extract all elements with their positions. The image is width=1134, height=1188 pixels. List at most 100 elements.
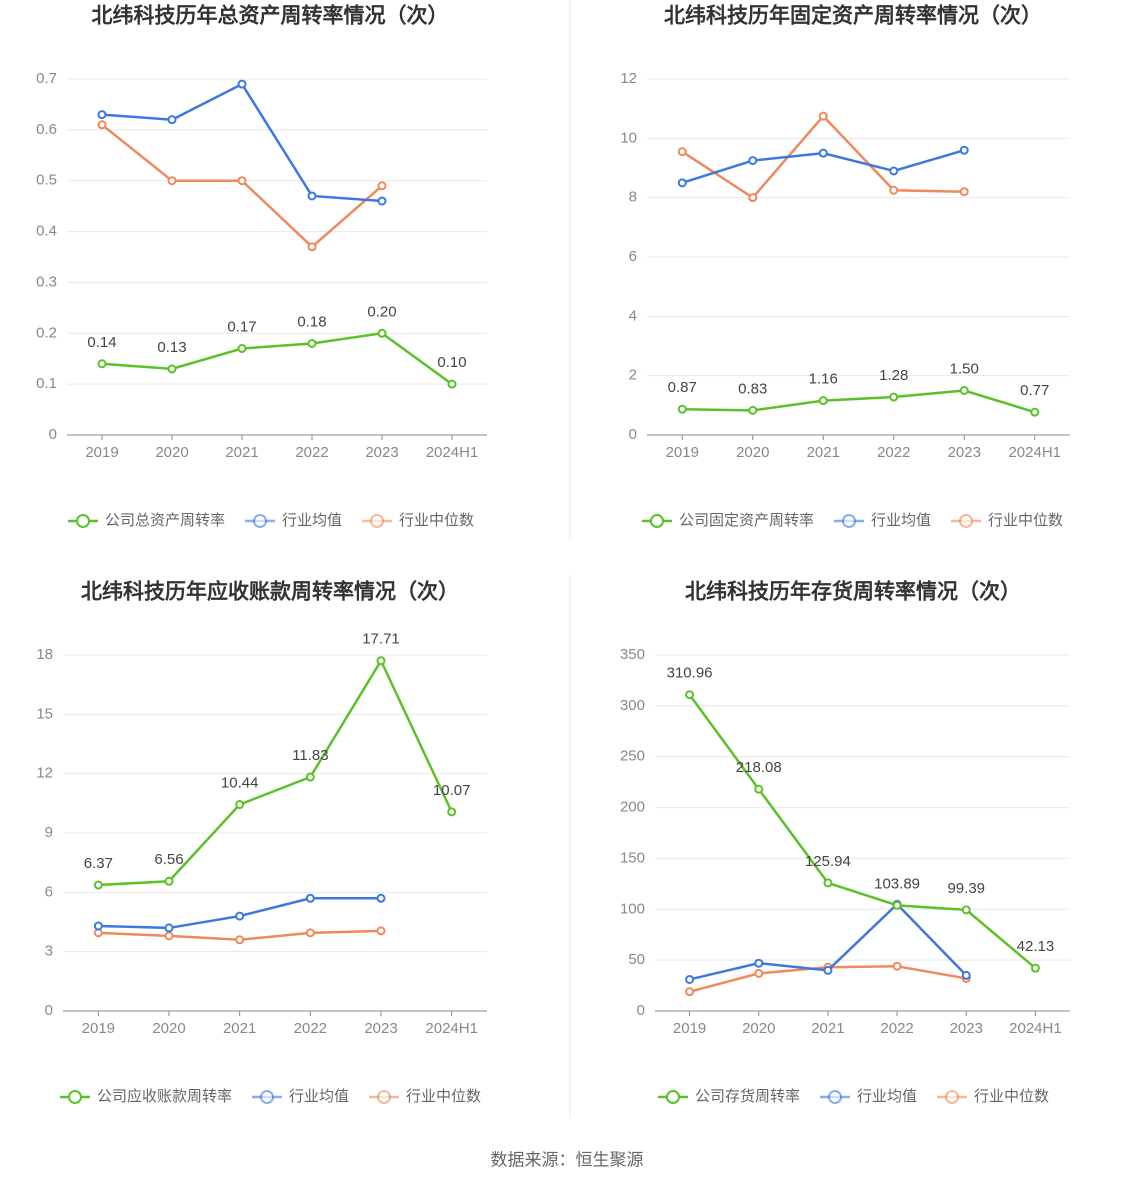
series-line xyxy=(98,658,453,887)
data-label: 1.50 xyxy=(950,360,979,377)
x-tick-label: 2021 xyxy=(807,444,840,461)
x-tick-label: 2019 xyxy=(673,1020,706,1037)
legend-label: 行业中位数 xyxy=(974,1088,1049,1105)
legend-label: 行业中位数 xyxy=(406,1088,481,1105)
x-tick-label: 2024H1 xyxy=(425,1020,478,1037)
series-line xyxy=(682,389,1036,414)
point xyxy=(235,911,245,921)
point xyxy=(305,928,315,938)
series-line xyxy=(101,331,453,386)
point xyxy=(377,328,387,338)
point xyxy=(748,156,758,166)
series-line xyxy=(101,123,383,249)
point xyxy=(164,923,174,933)
point xyxy=(892,961,902,971)
x-tick-label: 2023 xyxy=(365,444,398,461)
x-tick-label: 2021 xyxy=(223,1020,256,1037)
data-label: 1.16 xyxy=(809,371,838,388)
x-tick-label: 2023 xyxy=(364,1020,397,1037)
point xyxy=(677,147,687,157)
point xyxy=(748,193,758,203)
data-label: 0.77 xyxy=(1020,382,1049,399)
y-tick-label: 200 xyxy=(620,799,645,816)
series-line xyxy=(688,693,1037,970)
point xyxy=(889,392,899,402)
point xyxy=(892,900,902,910)
data-label: 6.56 xyxy=(154,851,183,868)
y-tick-label: 50 xyxy=(628,951,645,968)
point xyxy=(164,931,174,941)
data-label: 310.96 xyxy=(667,665,713,682)
legend-marker xyxy=(68,1090,82,1104)
point xyxy=(754,968,764,978)
y-tick-label: 9 xyxy=(45,824,53,841)
y-tick-label: 2 xyxy=(629,367,637,384)
point xyxy=(889,185,899,195)
legend-label: 行业均值 xyxy=(857,1088,917,1105)
y-tick-label: 300 xyxy=(620,697,645,714)
y-tick-label: 0.7 xyxy=(36,70,57,87)
data-label: 17.71 xyxy=(362,631,400,648)
legend-marker xyxy=(945,1090,960,1104)
point xyxy=(961,970,971,980)
legend-marker xyxy=(959,514,974,528)
legend-label: 行业均值 xyxy=(282,512,342,529)
legend-label: 公司总资产周转率 xyxy=(105,512,225,529)
legend-label: 行业中位数 xyxy=(988,512,1063,529)
legend-marker xyxy=(828,1090,843,1104)
y-tick-label: 0.5 xyxy=(36,172,57,189)
point xyxy=(677,178,687,188)
legend-marker xyxy=(377,1090,392,1104)
point xyxy=(167,176,177,186)
point xyxy=(97,359,107,369)
y-tick-label: 0 xyxy=(637,1002,645,1019)
y-tick-label: 8 xyxy=(629,189,637,206)
point xyxy=(818,148,828,158)
legend-marker xyxy=(666,1090,680,1104)
x-tick-label: 2022 xyxy=(295,444,328,461)
chart-title: 北纬科技历年存货周转率情况（次） xyxy=(685,580,1021,604)
legend-label: 公司固定资产周转率 xyxy=(679,512,814,529)
data-label: 11.83 xyxy=(292,747,328,764)
point xyxy=(97,120,107,130)
x-tick-label: 2021 xyxy=(225,444,258,461)
point xyxy=(685,974,695,984)
y-tick-label: 0.4 xyxy=(36,223,57,240)
data-label: 0.13 xyxy=(157,339,186,356)
y-tick-label: 6 xyxy=(45,883,53,900)
data-label: 125.94 xyxy=(805,853,851,870)
point xyxy=(307,242,317,252)
x-tick-label: 2024H1 xyxy=(1008,444,1061,461)
data-label: 10.44 xyxy=(221,774,259,791)
y-tick-label: 10 xyxy=(620,129,637,146)
legend-marker xyxy=(253,514,268,528)
point xyxy=(237,79,247,89)
x-tick-label: 2022 xyxy=(294,1020,327,1037)
legend-marker xyxy=(76,514,90,528)
point xyxy=(307,338,317,348)
point xyxy=(237,176,247,186)
point xyxy=(961,905,971,915)
y-tick-label: 0 xyxy=(49,426,57,443)
data-label: 99.39 xyxy=(947,880,985,897)
point xyxy=(818,396,828,406)
legend-label: 公司应收账款周转率 xyxy=(97,1087,232,1105)
point xyxy=(376,656,386,666)
point xyxy=(167,115,177,125)
y-tick-label: 150 xyxy=(620,849,645,866)
y-tick-label: 12 xyxy=(620,70,637,87)
point xyxy=(377,196,387,206)
legend-label: 行业均值 xyxy=(289,1088,349,1105)
y-tick-label: 3 xyxy=(45,943,53,960)
data-label: 6.37 xyxy=(84,855,113,872)
x-tick-label: 2021 xyxy=(811,1020,844,1037)
point xyxy=(376,926,386,936)
data-label: 0.83 xyxy=(738,380,767,397)
x-tick-label: 2022 xyxy=(877,444,910,461)
legend-label: 行业均值 xyxy=(871,512,931,529)
y-tick-label: 12 xyxy=(36,765,53,782)
x-tick-label: 2020 xyxy=(152,1020,185,1037)
x-tick-label: 2023 xyxy=(950,1020,983,1037)
data-label: 0.20 xyxy=(367,303,396,320)
legend-label: 公司存货周转率 xyxy=(695,1088,800,1105)
